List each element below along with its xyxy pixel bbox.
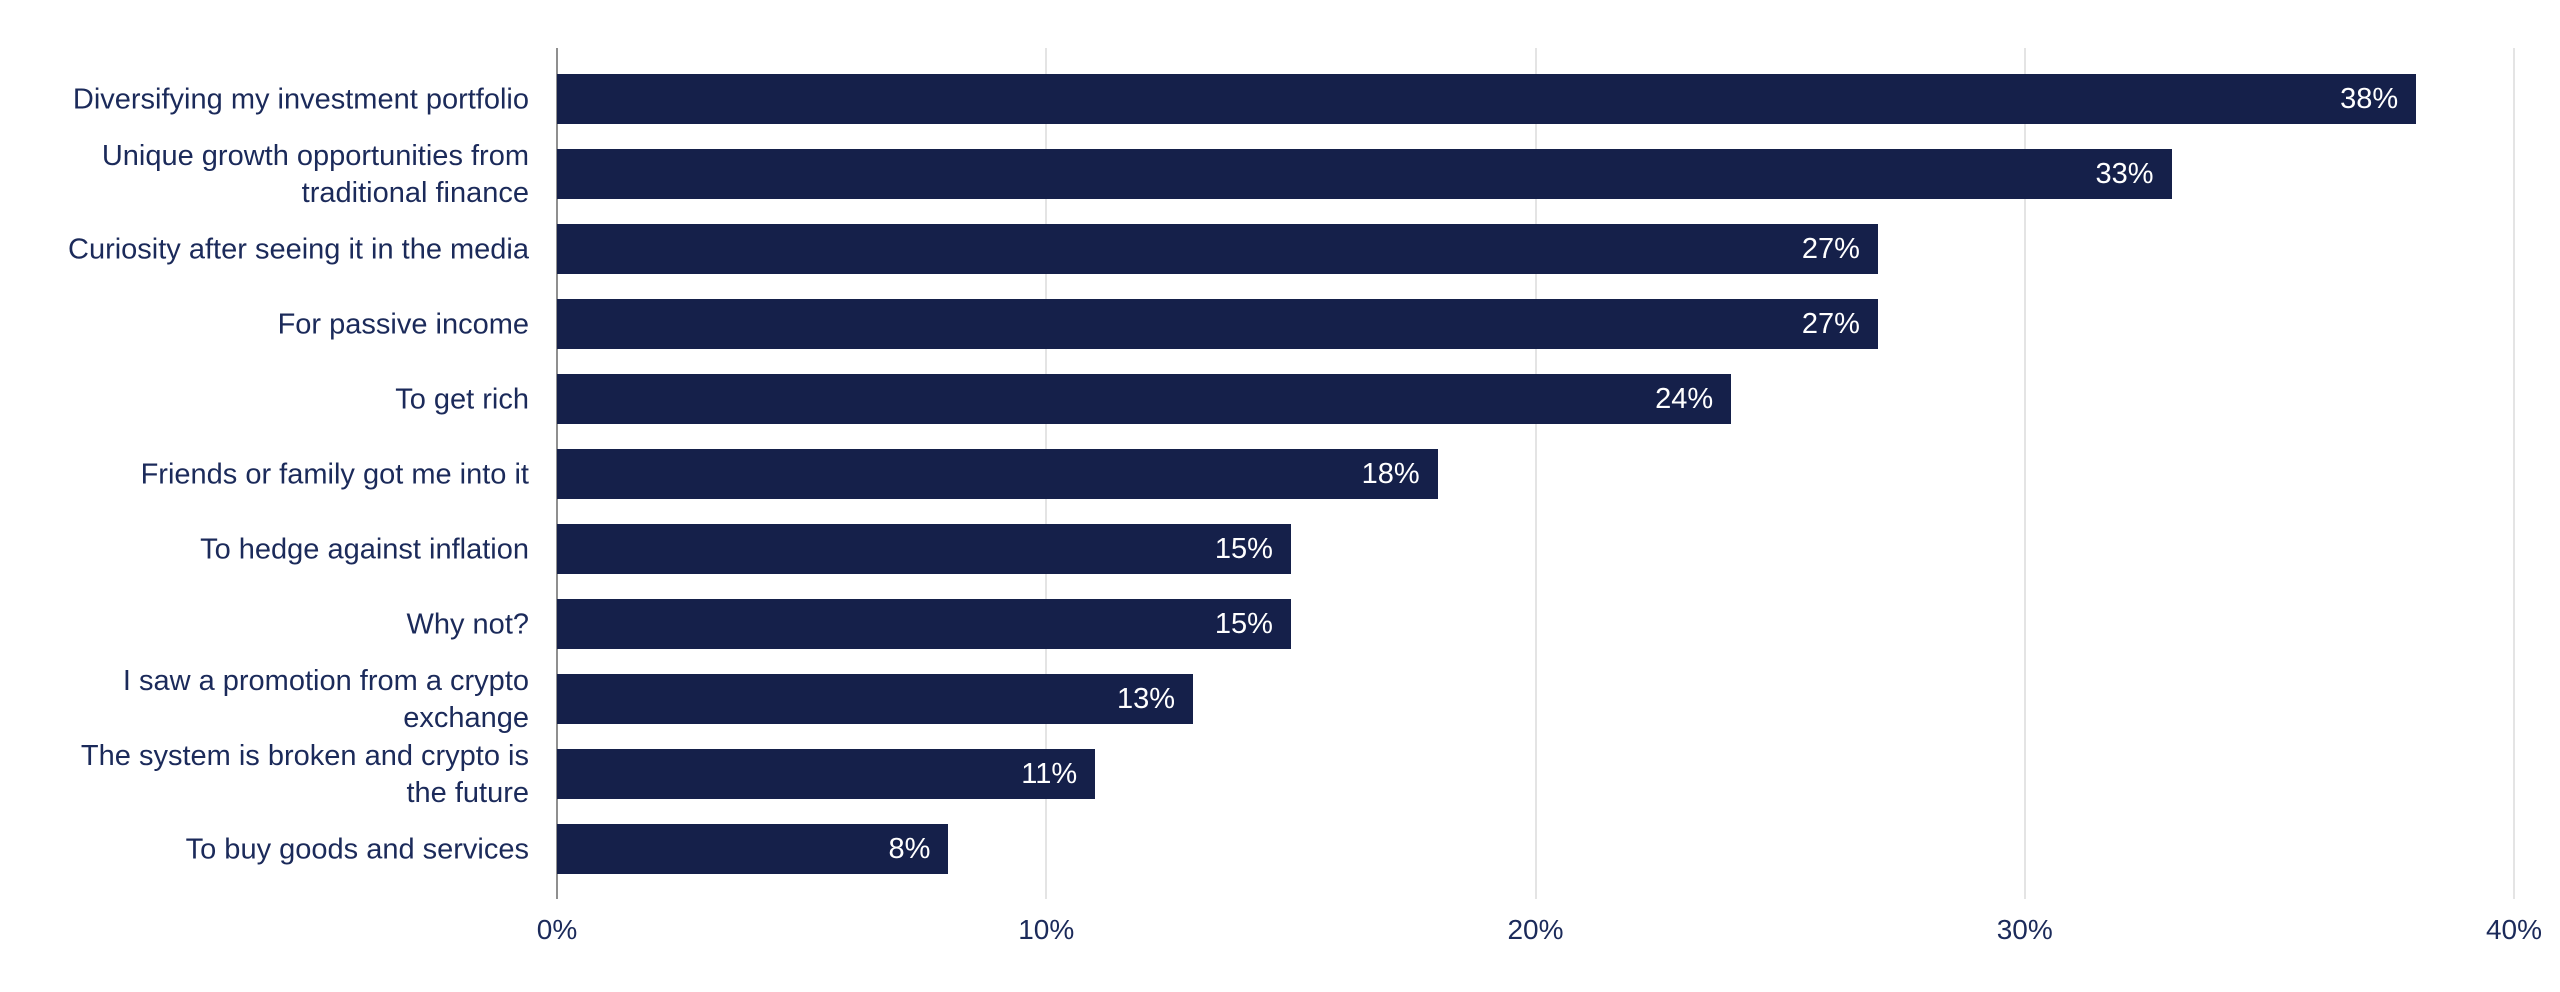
gridline	[1534, 48, 1537, 899]
bar: 15%	[557, 599, 1291, 649]
value-label: 15%	[1214, 607, 1273, 640]
bar-track: 38%	[557, 74, 2514, 124]
bar-track: 15%	[557, 524, 2514, 574]
bar: 27%	[557, 299, 1878, 349]
value-label: 8%	[888, 832, 931, 865]
value-label: 33%	[2095, 157, 2154, 190]
bar-track: 13%	[557, 674, 2514, 724]
bar: 8%	[557, 824, 949, 874]
bar-track: 27%	[557, 299, 2514, 349]
bar-track: 8%	[557, 824, 2514, 874]
chart-row: To hedge against inflation 15%	[0, 512, 2560, 587]
bar-track: 18%	[557, 449, 2514, 499]
bar: 13%	[557, 674, 1194, 724]
gridline	[2513, 48, 2515, 899]
value-label: 13%	[1116, 682, 1176, 715]
plot-area: 0% 10% 20% 30% 40%	[537, 48, 2542, 945]
category-label: Unique growth opportunities from traditi…	[101, 139, 529, 209]
category-label: To get rich	[395, 383, 529, 415]
category-label: Diversifying my investment portfolio	[72, 83, 529, 115]
bar-track: 33%	[557, 149, 2514, 199]
chart-row: Curiosity after seeing it in the media 2…	[0, 212, 2560, 287]
category-label: To hedge against inflation	[200, 533, 529, 565]
chart-rows: Diversifying my investment portfolio 38%…	[0, 62, 2560, 887]
bar-track: 27%	[557, 224, 2514, 274]
category-label: For passive income	[277, 308, 529, 340]
category-label: The system is broken and crypto is the f…	[80, 739, 529, 809]
value-label: 27%	[1801, 307, 1860, 340]
chart-row: Why not? 15%	[0, 587, 2560, 662]
x-tick-label: 40%	[2485, 914, 2543, 945]
category-label: Friends or family got me into it	[140, 458, 529, 490]
bar: 15%	[557, 524, 1291, 574]
chart-row: Unique growth opportunities from traditi…	[0, 137, 2560, 212]
value-label: 11%	[1021, 757, 1078, 790]
chart-row: For passive income 27%	[0, 287, 2560, 362]
gridline	[2023, 48, 2026, 899]
bar: 27%	[557, 224, 1878, 274]
chart-row: Friends or family got me into it 18%	[0, 437, 2560, 512]
bar: 33%	[557, 149, 2172, 199]
bar-track: 24%	[557, 374, 2514, 424]
category-label: Why not?	[406, 608, 530, 640]
x-tick-label: 10%	[1018, 914, 1075, 945]
chart-row: I saw a promotion from a crypto exchange…	[0, 662, 2560, 737]
category-label: I saw a promotion from a crypto exchange	[122, 664, 529, 734]
x-tick-label: 30%	[1996, 914, 2053, 945]
bar-track: 15%	[557, 599, 2514, 649]
chart-row: Diversifying my investment portfolio 38%	[0, 62, 2560, 137]
category-label: To buy goods and services	[185, 833, 529, 865]
bar-track: 11%	[557, 749, 2514, 799]
chart-row: The system is broken and crypto is the f…	[0, 737, 2560, 812]
x-tick-label: 20%	[1507, 914, 1564, 945]
value-label: 18%	[1361, 457, 1420, 490]
bar: 38%	[557, 74, 2417, 124]
category-label: Curiosity after seeing it in the media	[68, 233, 529, 265]
x-tick-label: 0%	[536, 914, 578, 945]
value-label: 27%	[1801, 232, 1860, 265]
bar: 18%	[557, 449, 1438, 499]
bar: 24%	[557, 374, 1732, 424]
value-label: 38%	[2340, 82, 2399, 115]
chart-row: To buy goods and services 8%	[0, 812, 2560, 887]
chart-row: To get rich 24%	[0, 362, 2560, 437]
value-label: 24%	[1655, 382, 1714, 415]
value-label: 15%	[1214, 532, 1273, 565]
bar: 11%	[557, 749, 1096, 799]
